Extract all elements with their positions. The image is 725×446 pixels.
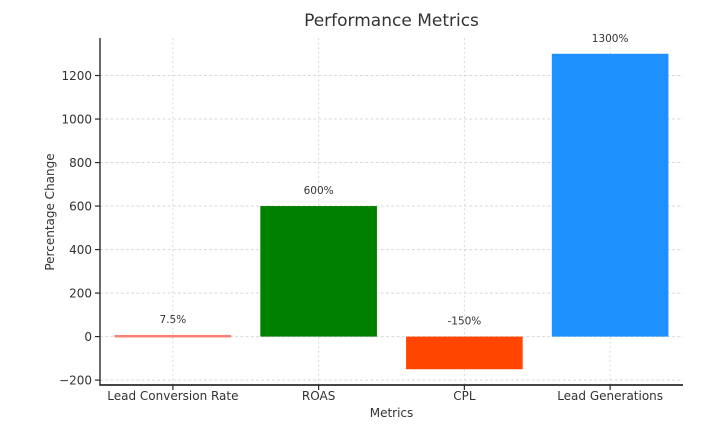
y-tick-label: 0 xyxy=(84,330,92,344)
x-tick-label: CPL xyxy=(453,389,476,403)
x-tick-label: Lead Generations xyxy=(557,389,663,403)
bar xyxy=(114,334,232,338)
bar xyxy=(260,206,377,337)
bar-value-label: -150% xyxy=(447,316,481,328)
y-tick-label: −200 xyxy=(59,374,92,388)
y-tick-label: 1200 xyxy=(61,69,92,83)
y-tick-label: 1000 xyxy=(61,113,92,127)
y-tick-label: 600 xyxy=(69,200,92,214)
y-axis-label: Percentage Change xyxy=(43,153,57,271)
bar xyxy=(551,53,669,337)
y-tick-label: 200 xyxy=(69,287,92,301)
x-tick-label: ROAS xyxy=(302,389,335,403)
chart-title: Performance Metrics xyxy=(304,11,479,31)
bar-value-label: 7.5% xyxy=(160,314,187,326)
bar-value-label: 1300% xyxy=(592,33,629,45)
y-tick-label: 400 xyxy=(69,243,92,257)
x-axis-label: Metrics xyxy=(369,406,414,420)
x-tick-label: Lead Conversion Rate xyxy=(107,389,238,403)
y-tick-label: 800 xyxy=(69,156,92,170)
bar-value-label: 600% xyxy=(304,185,334,197)
bar xyxy=(406,336,523,370)
